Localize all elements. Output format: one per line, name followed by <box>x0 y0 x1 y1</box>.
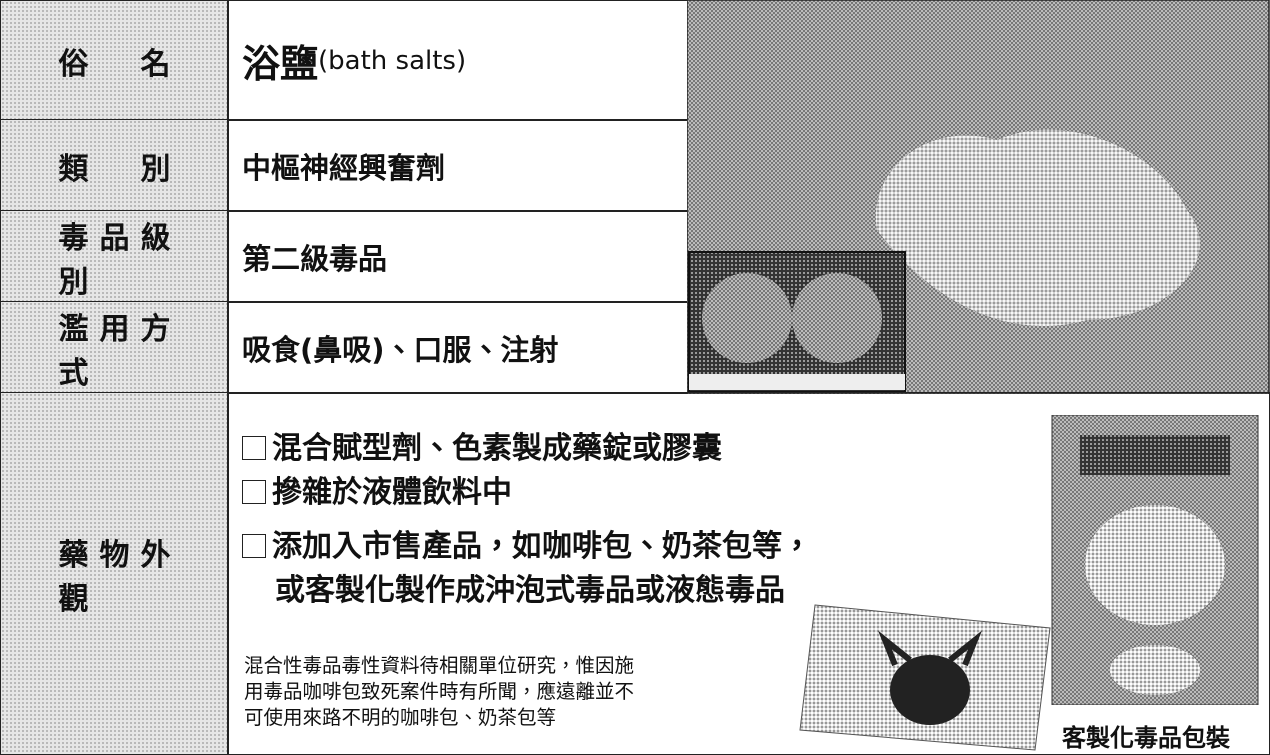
label-cell: 毒品級別 <box>0 210 229 303</box>
item: 添加入市售產品，如咖啡包、奶茶包等， <box>242 521 812 565</box>
checkbox <box>242 436 266 460</box>
photo-poster <box>1051 415 1259 705</box>
checkbox <box>242 480 266 504</box>
label-cell: 藥物外觀 <box>0 392 229 755</box>
image-caption: 客製化毒品包裝 <box>1062 724 1230 752</box>
value: 吸食(鼻吸)、口服、注射 <box>242 332 559 367</box>
label-cell: 類別 <box>0 119 229 212</box>
label: 濫用方式 <box>58 311 171 391</box>
value-cell: 吸食(鼻吸)、口服、注射 <box>227 301 689 394</box>
item-text: 混合賦型劑、色素製成藥錠或膠囊 <box>272 431 722 466</box>
label-cell: 濫用方式 <box>0 301 229 394</box>
value-note: (bath salts) <box>318 45 467 76</box>
value: 中樞神經興奮劑 <box>242 150 446 185</box>
label-cell: 俗名 <box>0 0 229 121</box>
item-text: 添加入市售產品，如咖啡包、奶茶包等， <box>272 529 812 564</box>
value: 第二級毒品 <box>242 241 388 276</box>
value-cell: 浴鹽 (bath salts) <box>227 0 689 121</box>
value-cell: 第二級毒品 <box>227 210 689 303</box>
note-line: 可使用來路不明的咖啡包、奶茶包等 <box>244 706 557 729</box>
item-text: 摻雜於液體飲料中 <box>272 475 512 510</box>
checkbox <box>242 534 266 558</box>
label: 毒品級別 <box>58 220 171 300</box>
label: 俗名 <box>58 46 171 82</box>
item-continuation: 或客製化製作成沖泡式毒品或液態毒品 <box>275 573 785 608</box>
label: 藥物外觀 <box>58 537 171 617</box>
photo-package <box>799 604 1051 751</box>
value-cell: 中樞神經興奮劑 <box>227 119 689 212</box>
value: 浴鹽 <box>242 42 319 86</box>
photo-bath-salts <box>687 0 1270 394</box>
note-line: 混合性毒品毒性資料待相關單位研究，惟因施 <box>244 654 635 677</box>
note-line: 用毒品咖啡包致死案件時有所聞，應遠離並不 <box>244 680 635 703</box>
label: 類別 <box>58 151 171 187</box>
item: 摻雜於液體飲料中 <box>242 467 512 511</box>
item: 混合賦型劑、色素製成藥錠或膠囊 <box>242 423 722 467</box>
